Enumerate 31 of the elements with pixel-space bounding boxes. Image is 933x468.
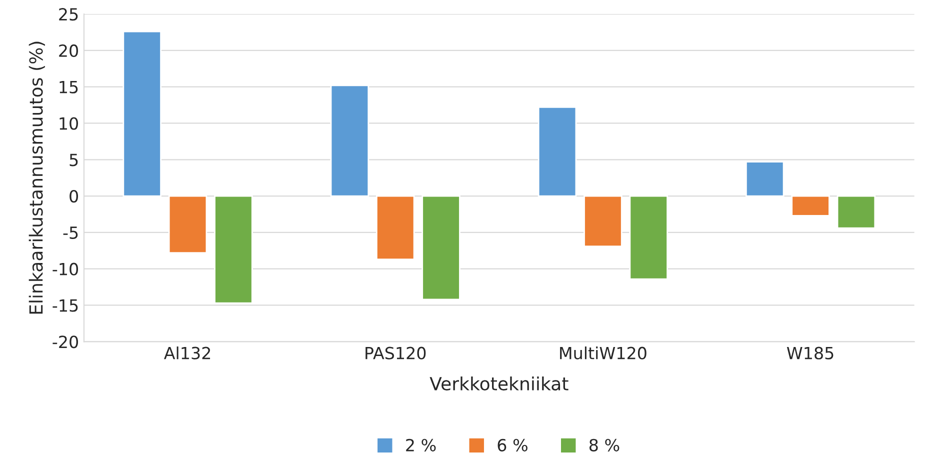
bar bbox=[168, 195, 208, 254]
y-tick-label: -15 bbox=[52, 299, 78, 312]
x-tick-label: Al132 bbox=[164, 346, 210, 360]
x-tick-label: W185 bbox=[786, 346, 834, 360]
bar bbox=[422, 195, 460, 300]
bar bbox=[836, 195, 876, 229]
bar bbox=[584, 195, 622, 247]
x-axis-title: Verkkotekniikat bbox=[430, 376, 568, 390]
y-tick-label: -10 bbox=[52, 262, 78, 276]
legend-label: 2 % bbox=[406, 438, 436, 452]
y-tick-label: 0 bbox=[70, 190, 78, 203]
bar bbox=[538, 106, 577, 197]
bar bbox=[745, 161, 784, 197]
bar bbox=[122, 30, 162, 197]
y-tick-label: 10 bbox=[60, 117, 78, 130]
x-tick-label: PAS120 bbox=[366, 346, 426, 360]
bar bbox=[791, 195, 830, 216]
y-tick-label: -5 bbox=[63, 226, 78, 240]
bar bbox=[629, 195, 668, 280]
legend-label: 6 % bbox=[498, 438, 528, 452]
legend-label: 8 % bbox=[589, 438, 620, 452]
bar bbox=[376, 195, 415, 260]
y-tick-label: 5 bbox=[70, 154, 78, 166]
x-tick-label: MultiW120 bbox=[560, 346, 646, 360]
y-tick-label: 15 bbox=[60, 81, 78, 94]
y-tick-label: 25 bbox=[59, 8, 78, 21]
bar bbox=[214, 195, 253, 304]
y-tick-label: -20 bbox=[52, 336, 78, 348]
y-tick-label: 20 bbox=[59, 44, 78, 58]
bar bbox=[330, 84, 370, 197]
y-axis-title: Elinkaarikustannusmuutos (%) bbox=[28, 42, 45, 314]
